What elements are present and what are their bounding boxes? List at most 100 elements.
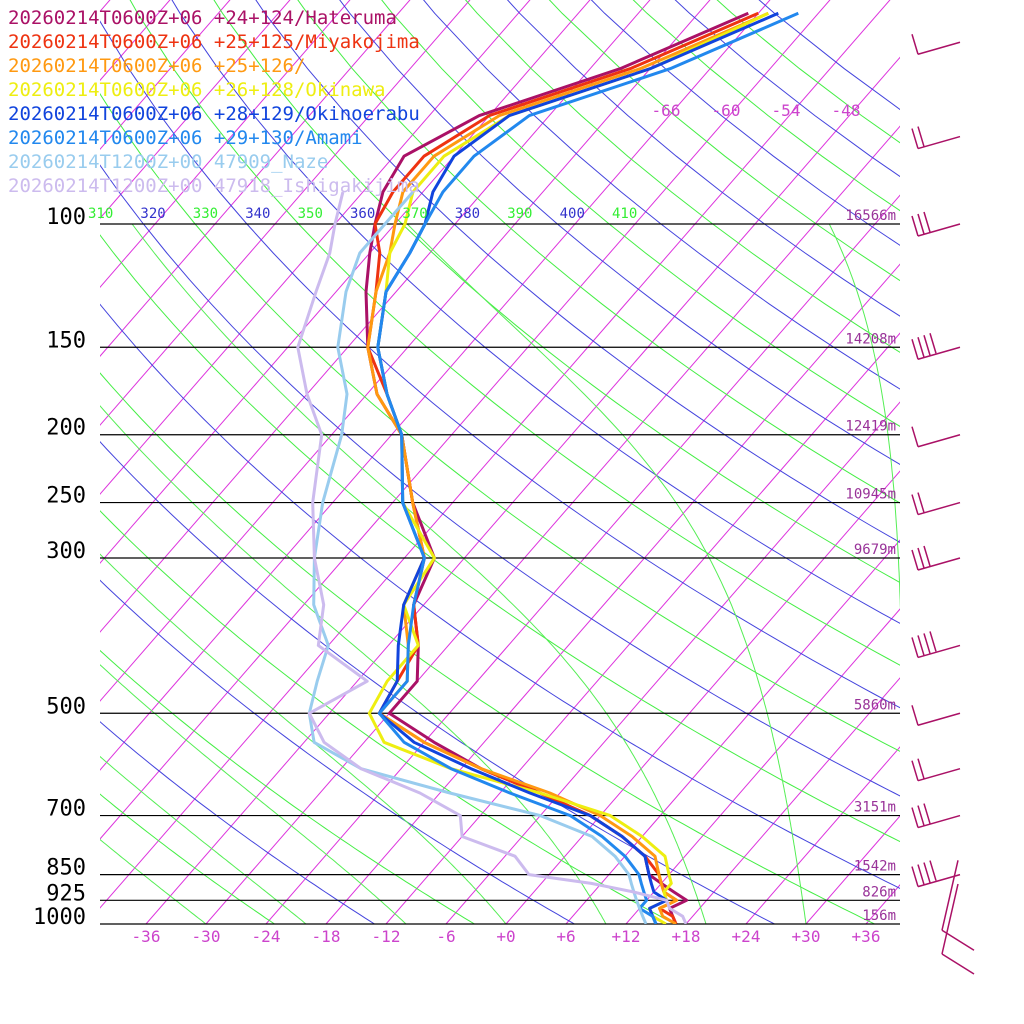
isotherm-line [325, 263, 900, 924]
wind-barb-feather [923, 211, 931, 233]
theta-label: 360 [350, 206, 375, 222]
temperature-tick-label: +36 [852, 927, 881, 946]
legend-entry: 20260214T1200Z+00 47918_Ishigakijima [8, 175, 420, 197]
wind-barb-feather [929, 631, 937, 652]
temperature-tick-label: -30 [192, 927, 221, 946]
wind-barb-staff [917, 433, 961, 448]
theta-label: 410 [612, 206, 637, 222]
wind-barb-staff [917, 644, 961, 659]
height-label: 156m [862, 908, 896, 924]
height-label: 16566m [845, 208, 896, 224]
legend-entry: 20260214T0600Z+06 +26+128/Okinawa [8, 79, 386, 101]
wind-barb-feather [911, 637, 919, 658]
height-label: 14208m [845, 331, 896, 347]
wind-barb-feather [911, 128, 919, 149]
legend-entry: 20260214T1200Z+00 47909_Naze [8, 151, 328, 173]
isotherm-top-label: -66 [652, 101, 681, 120]
sounding-line [296, 191, 688, 924]
legend-entry: 20260214T0600Z+06 +29+130/Amami [8, 127, 363, 149]
wind-barb-staff [917, 557, 961, 571]
isotherm-line [625, 608, 900, 924]
pressure-label: 100 [46, 205, 86, 230]
wind-barb-feather [929, 333, 937, 354]
isotherm-top-label: -60 [712, 101, 741, 120]
wind-barb-staff [917, 135, 961, 150]
isotherm-line [926, 0, 1024, 924]
wind-barb-layer [911, 34, 975, 975]
wind-barb [911, 803, 961, 829]
wind-barb [911, 758, 961, 782]
isotherm-line [100, 0, 231, 151]
isotherm-line [505, 470, 900, 924]
wind-barb-feather [911, 705, 919, 726]
dry-adiabat-line [716, 0, 900, 144]
wind-barb-feather [923, 803, 931, 824]
wind-barb-flag [941, 953, 975, 975]
isotherm-top-label: -54 [772, 101, 801, 120]
wind-barb-feather [923, 545, 931, 567]
temperature-tick-label: -18 [312, 927, 341, 946]
dry-adiabat-line [100, 441, 776, 924]
wind-barb [911, 126, 961, 150]
wind-barb-staff [917, 873, 961, 888]
pressure-label: 850 [46, 856, 86, 881]
wind-barb [911, 426, 961, 448]
wind-barb [911, 211, 961, 237]
dry-adiabat-line [548, 0, 900, 282]
wind-barb-feather [911, 215, 919, 237]
legend-entry: 20260214T0600Z+06 +28+129/Okinoerabu [8, 103, 420, 125]
wind-barb-feather [929, 860, 937, 881]
wind-barb [941, 883, 975, 975]
isotherm-line [265, 194, 900, 924]
wind-barb [911, 631, 961, 659]
temperature-tick-label: +18 [672, 927, 701, 946]
wind-barb-feather [923, 335, 931, 356]
temperature-tick-label: +24 [732, 927, 761, 946]
moist-adiabat-line [131, 223, 707, 924]
wind-barb-staff [917, 767, 961, 782]
wind-barb-staff [917, 712, 961, 727]
wind-barb-feather [917, 213, 925, 235]
wind-barb [911, 705, 961, 727]
theta-label: 370 [402, 206, 427, 222]
temperature-tick-label: +0 [496, 927, 515, 946]
wind-barb-feather [911, 866, 919, 887]
temperature-tick-label: +6 [556, 927, 575, 946]
wind-barb-staff [917, 501, 961, 516]
wind-barb-feather [911, 549, 919, 571]
wind-barb-staff [917, 814, 961, 829]
wind-barb [911, 333, 961, 360]
wind-barb-feather [917, 864, 925, 885]
isotherm-line [100, 0, 411, 357]
legend-entry: 20260214T0600Z+06 +25+125/Miyakojima [8, 31, 420, 53]
height-label: 5860m [854, 697, 896, 713]
moist-adiabat-line [828, 223, 900, 610]
theta-label: 320 [140, 206, 165, 222]
height-label: 12419m [845, 419, 896, 435]
theta-label: 400 [560, 206, 585, 222]
height-label: 9679m [854, 542, 896, 558]
wind-barb [941, 860, 975, 951]
height-label: 10945m [845, 487, 896, 503]
wind-barb-staff [917, 41, 961, 55]
wind-barb-feather [911, 426, 919, 447]
temperature-tick-label: +12 [612, 927, 641, 946]
isobar-layer [100, 223, 900, 925]
wind-barb-feather [917, 758, 925, 779]
pressure-label: 500 [46, 694, 86, 719]
wind-barb-feather [917, 126, 925, 147]
isotherm-line [100, 0, 471, 426]
theta-label: 380 [455, 206, 480, 222]
isotherm-line [100, 0, 291, 220]
wind-barb-staff [941, 860, 959, 931]
wind-barb [911, 545, 961, 571]
dry-adiabat-line [423, 0, 900, 390]
temperature-tick-label: -24 [252, 927, 281, 946]
sounding-line [376, 11, 779, 924]
theta-label: 340 [245, 206, 270, 222]
isotherm-line [986, 0, 1024, 924]
wind-barb-feather [911, 34, 919, 55]
dry-adiabat-line [758, 0, 900, 111]
